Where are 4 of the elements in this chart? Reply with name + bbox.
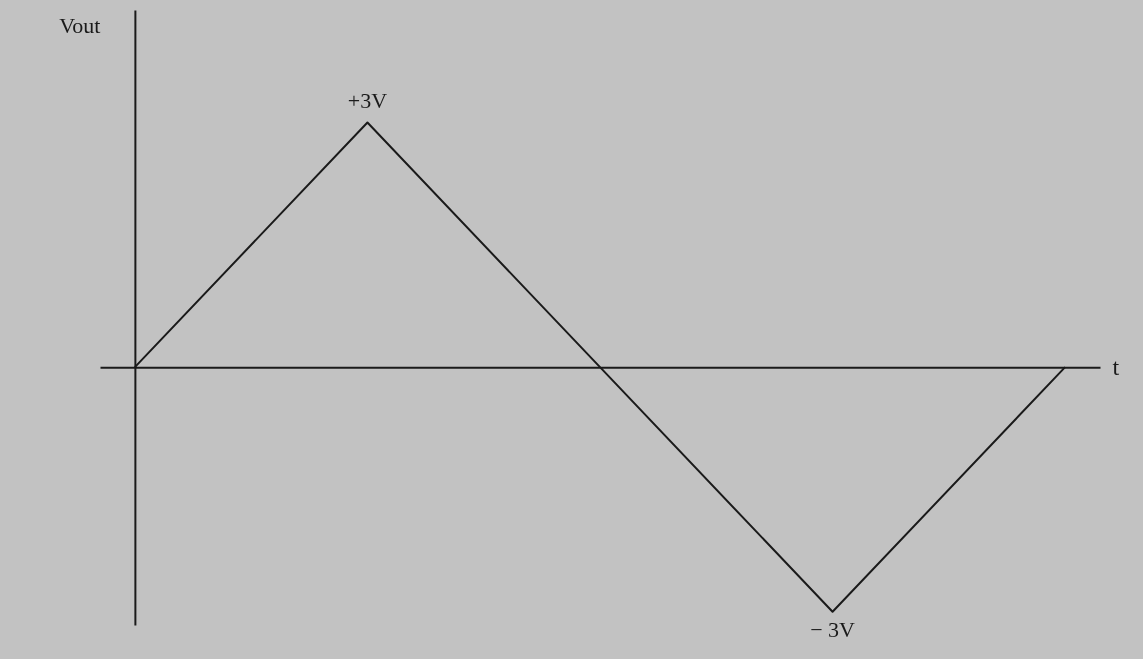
- y-axis-title: Vout: [59, 12, 101, 38]
- data-label: +3V: [347, 87, 388, 113]
- data-label: − 3V: [810, 616, 856, 642]
- x-axis-title: t: [1112, 353, 1120, 380]
